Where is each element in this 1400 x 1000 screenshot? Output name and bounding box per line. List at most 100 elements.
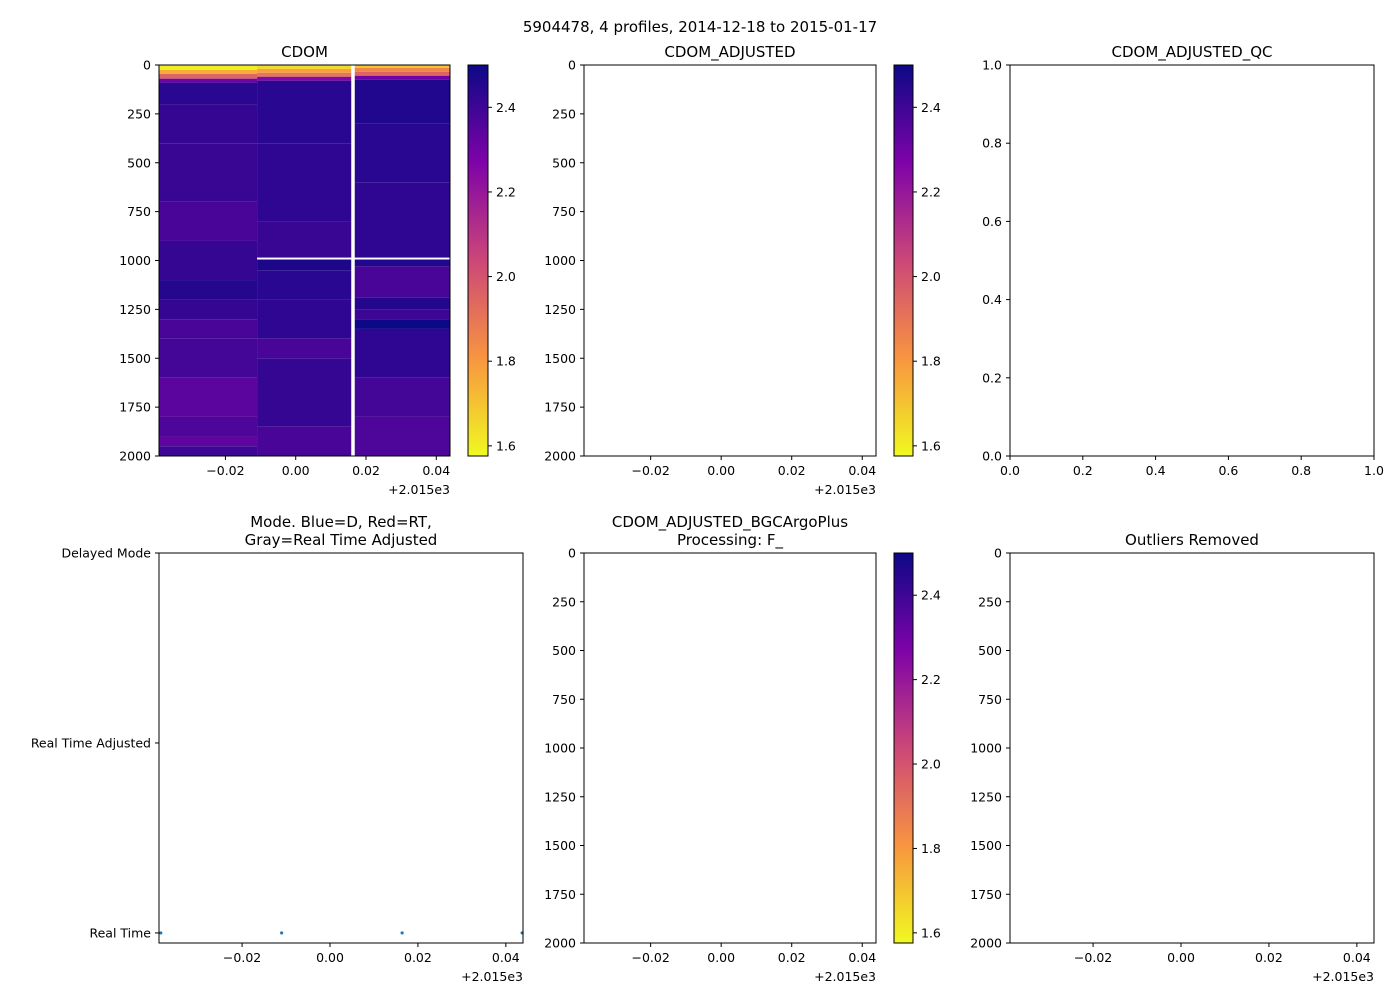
heatmap-cell: [159, 416, 258, 437]
subplot-title: Processing: F_: [677, 531, 784, 550]
heatmap-cell: [159, 240, 258, 281]
y-tick-label: 1000: [544, 253, 576, 268]
y-tick-label: 750: [127, 204, 151, 219]
axes-frame: [583, 64, 877, 457]
colorbar-tick-label: 2.2: [496, 184, 516, 199]
x-offset-label: +2.015e3: [388, 482, 450, 497]
subplot-cdom: −0.02 0.00 0.02 0.04 +2.015e3 0 250 500 750 1000 1…: [119, 43, 516, 497]
heatmap-cell: [159, 280, 258, 300]
heatmap-cell: [354, 123, 450, 183]
heatmap-cell: [354, 182, 450, 258]
x-tick-label: 0.02: [1255, 950, 1283, 965]
heatmap-cell: [354, 309, 450, 320]
heatmap-cell: [354, 65, 450, 68]
heatmap-cell: [354, 328, 450, 378]
x-tick-label: 0.02: [404, 950, 432, 965]
heatmap-cell: [257, 426, 352, 456]
y-tick-label: 1500: [970, 838, 1002, 853]
x-tick-label: 1.0: [1364, 463, 1384, 478]
colorbar-tick-label: 2.0: [496, 269, 516, 284]
x-tick-label: 0.00: [1167, 950, 1195, 965]
y-tick-label: 1250: [970, 789, 1002, 804]
colorbar-gradient: [467, 64, 489, 457]
colorbar-tick-label: 1.8: [921, 841, 941, 856]
y-tick-label: 750: [978, 692, 1002, 707]
heatmap-cell: [257, 259, 352, 271]
colorbar-tick-label: 1.6: [921, 438, 941, 453]
heatmap-cell: [159, 69, 258, 74]
x-tick-label: 0.02: [352, 463, 380, 478]
y-tick-label: 250: [978, 594, 1002, 609]
heatmap-cell: [159, 299, 258, 320]
colorbar-tick-label: 2.4: [496, 100, 516, 115]
subplot-title: CDOM_ADJUSTED_BGCArgoPlus: [612, 513, 848, 532]
y-tick-label: 1.0: [982, 58, 1002, 73]
heatmap-cell: [159, 82, 258, 105]
colorbar-tick-label: 2.4: [921, 588, 941, 603]
colorbar-tick-label: 1.8: [496, 354, 516, 369]
heatmap-cell: [257, 80, 352, 144]
subplot-title: CDOM_ADJUSTED_QC: [1112, 43, 1273, 62]
heatmap-cell: [159, 377, 258, 417]
heatmap-cell: [354, 377, 450, 417]
heatmap-cell: [257, 68, 352, 73]
x-tick-label: 0.00: [282, 463, 310, 478]
y-tick-label: Real Time: [89, 925, 151, 940]
y-tick-label: 1750: [970, 887, 1002, 902]
colorbar-gradient: [893, 64, 914, 457]
colorbar-tick-label: 1.8: [921, 354, 941, 369]
y-tick-label: 0: [568, 58, 576, 73]
x-tick-label: 0.2: [1073, 463, 1093, 478]
y-tick-label: 1250: [544, 302, 576, 317]
x-tick-label: 0.6: [1218, 463, 1238, 478]
x-tick-label: −0.02: [206, 463, 244, 478]
y-tick-label: 750: [552, 692, 576, 707]
x-tick-label: 0.04: [492, 950, 520, 965]
y-tick-label: 1000: [970, 741, 1002, 756]
y-tick-label: 500: [552, 643, 576, 658]
y-tick-label: 0.8: [982, 136, 1002, 151]
subplot-bgcargoplus: −0.02 0.00 0.02 0.04 +2.015e3 0 250 500 750 1000 1…: [544, 513, 941, 984]
y-tick-label: 500: [127, 155, 151, 170]
x-tick-label: 0.04: [848, 463, 876, 478]
heatmap-cell: [257, 76, 352, 81]
y-tick-label: Delayed Mode: [61, 546, 151, 561]
x-tick-label: 0.02: [778, 950, 806, 965]
heatmap-cell: [257, 358, 352, 427]
x-tick-label: 0.00: [707, 463, 735, 478]
y-tick-label: 1250: [544, 789, 576, 804]
axes-frame: [158, 552, 524, 944]
heatmap-cell: [257, 72, 352, 77]
x-offset-label: +2.015e3: [814, 969, 876, 984]
y-tick-label: 1250: [119, 302, 151, 317]
subplot-cdom-adjusted: −0.02 0.00 0.02 0.04 +2.015e3 0 250 500 750 1000 1…: [544, 43, 941, 497]
y-tick-label: 1750: [544, 887, 576, 902]
y-tick-label: 0.2: [982, 370, 1002, 385]
x-tick-label: 0.8: [1291, 463, 1311, 478]
x-offset-label: +2.015e3: [461, 969, 523, 984]
colorbar-tick-label: 2.2: [921, 672, 941, 687]
colorbar: 1.6 1.8 2.0 2.2 2.4: [467, 64, 516, 457]
heatmap-cell: [354, 75, 450, 80]
x-tick-label: −0.02: [1074, 950, 1112, 965]
x-tick-label: 0.00: [316, 950, 344, 965]
y-tick-label: 1750: [119, 400, 151, 415]
y-tick-label: 2000: [970, 936, 1002, 951]
x-tick-label: 0.00: [707, 950, 735, 965]
y-tick-label: 0: [143, 58, 151, 73]
heatmap-cell: [159, 143, 258, 202]
y-tick-label: 2000: [119, 449, 151, 464]
heatmap-cell: [354, 67, 450, 72]
data-point: [280, 931, 284, 935]
subplot-mode: −0.02 0.00 0.02 0.04 +2.015e3 Real Time Real T…: [31, 513, 524, 984]
heatmap-cell: [257, 143, 352, 222]
subplot-outliers: −0.02 0.00 0.02 0.04 +2.015e3 0 250 500 750 1000 1…: [970, 531, 1375, 984]
y-tick-label: 0.0: [982, 449, 1002, 464]
heatmap-cell: [257, 338, 352, 359]
y-tick-label: 500: [978, 643, 1002, 658]
axes-frame: [1009, 552, 1375, 944]
y-tick-label: Real Time Adjusted: [31, 735, 151, 750]
colorbar-tick-label: 2.2: [921, 184, 941, 199]
heatmap-cell: [159, 73, 258, 79]
x-tick-label: 0.04: [1343, 950, 1371, 965]
